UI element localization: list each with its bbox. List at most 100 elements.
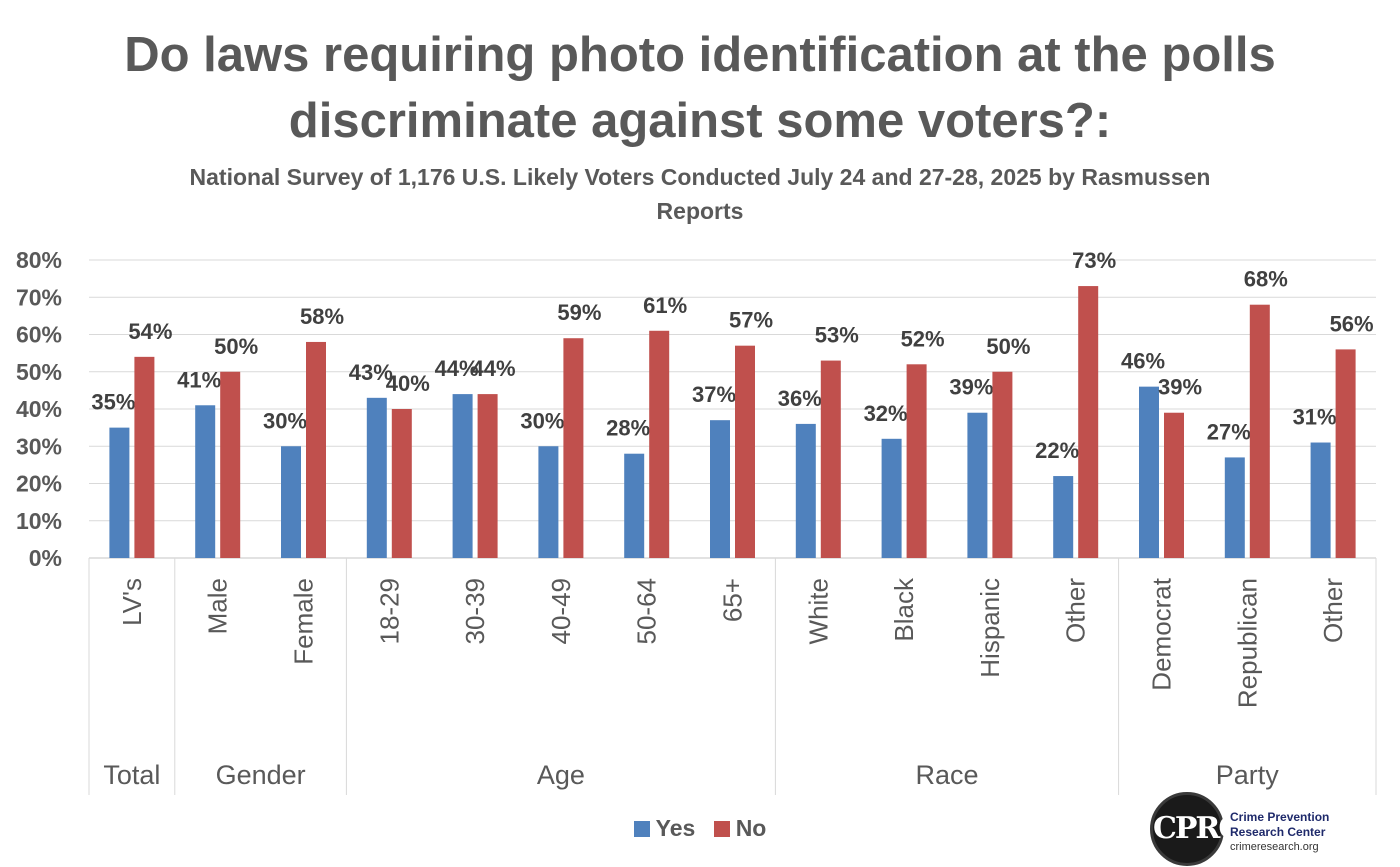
data-label-yes: 22% bbox=[1035, 438, 1079, 463]
legend-item-no: No bbox=[713, 815, 767, 842]
bar-yes bbox=[1139, 386, 1159, 558]
data-label-no: 59% bbox=[557, 300, 601, 325]
data-label-no: 44% bbox=[472, 356, 516, 381]
data-label-yes: 30% bbox=[520, 408, 564, 433]
category-label: 50-64 bbox=[632, 578, 662, 645]
cprc-logo-line2: Research Center bbox=[1230, 825, 1326, 839]
cprc-logo-line1: Crime Prevention bbox=[1230, 810, 1330, 824]
data-label-yes: 43% bbox=[349, 360, 393, 385]
bar-yes bbox=[967, 412, 988, 558]
bar-yes bbox=[538, 446, 559, 558]
bar-no bbox=[735, 345, 755, 558]
category-label: LV's bbox=[117, 578, 147, 626]
bar-no bbox=[1249, 304, 1270, 558]
bar-no bbox=[563, 338, 584, 558]
bar-yes bbox=[1310, 442, 1331, 558]
bar-yes bbox=[109, 427, 130, 558]
data-label-yes: 27% bbox=[1207, 419, 1251, 444]
bar-no bbox=[477, 394, 498, 558]
data-label-no: 54% bbox=[128, 319, 172, 344]
data-label-yes: 44% bbox=[435, 356, 479, 381]
y-tick-label: 50% bbox=[16, 359, 62, 385]
bar-no bbox=[649, 330, 670, 558]
legend-label-no: No bbox=[735, 815, 767, 841]
data-label-no: 40% bbox=[386, 371, 430, 396]
category-label: Other bbox=[1318, 578, 1348, 643]
legend-swatch-yes bbox=[633, 820, 650, 837]
legend: Yes No bbox=[0, 815, 1400, 843]
data-label-yes: 46% bbox=[1121, 349, 1165, 374]
data-label-no: 73% bbox=[1072, 248, 1116, 273]
bar-yes bbox=[281, 446, 301, 558]
data-label-yes: 36% bbox=[778, 386, 822, 411]
group-label: Party bbox=[1216, 760, 1280, 790]
y-tick-label: 70% bbox=[16, 284, 62, 310]
cprc-logo: CPRC Crime Prevention Research Center cr… bbox=[1150, 788, 1380, 867]
y-tick-label: 10% bbox=[16, 508, 62, 534]
group-label: Race bbox=[915, 760, 978, 790]
bar-no bbox=[134, 356, 155, 558]
cprc-logo-text: Crime Prevention Research Center crimere… bbox=[1230, 810, 1329, 855]
category-label: Hispanic bbox=[975, 578, 1005, 678]
bar-yes bbox=[452, 394, 473, 558]
category-label: 18-29 bbox=[374, 578, 404, 645]
data-label-yes: 32% bbox=[864, 401, 908, 426]
bar-yes bbox=[881, 438, 902, 558]
legend-item-yes: Yes bbox=[633, 815, 696, 842]
chart-title: Do laws requiring photo identification a… bbox=[124, 28, 1276, 148]
bar-no bbox=[1164, 412, 1184, 558]
y-tick-label: 80% bbox=[16, 247, 62, 273]
category-label: Male bbox=[203, 578, 233, 634]
data-label-no: 56% bbox=[1330, 311, 1374, 336]
bar-yes bbox=[624, 453, 645, 558]
group-label: Total bbox=[103, 760, 160, 790]
data-label-yes: 39% bbox=[949, 375, 993, 400]
y-tick-label: 60% bbox=[16, 322, 62, 348]
bar-yes bbox=[1053, 476, 1074, 558]
bar-yes bbox=[1224, 457, 1245, 558]
data-label-no: 68% bbox=[1244, 267, 1288, 292]
y-tick-label: 20% bbox=[16, 471, 62, 497]
data-label-no: 52% bbox=[901, 326, 945, 351]
y-tick-label: 30% bbox=[16, 433, 62, 459]
bar-no bbox=[906, 364, 927, 558]
data-label-no: 39% bbox=[1158, 375, 1202, 400]
data-label-no: 53% bbox=[815, 323, 859, 348]
data-label-no: 58% bbox=[300, 304, 344, 329]
data-label-yes: 37% bbox=[692, 382, 736, 407]
bar-no bbox=[220, 371, 241, 558]
bar-yes bbox=[366, 397, 387, 558]
category-label: 65+ bbox=[718, 578, 748, 622]
bar-yes bbox=[710, 420, 730, 558]
category-label: Democrat bbox=[1147, 577, 1177, 690]
group-label: Age bbox=[537, 760, 585, 790]
y-tick-label: 0% bbox=[29, 545, 62, 571]
category-label: Other bbox=[1061, 578, 1091, 643]
bar-no bbox=[1078, 286, 1099, 558]
data-label-yes: 31% bbox=[1293, 405, 1337, 430]
cprc-logo-url: crimeresearch.org bbox=[1230, 841, 1319, 853]
data-label-yes: 30% bbox=[263, 408, 307, 433]
y-tick-label: 40% bbox=[16, 396, 62, 422]
data-label-no: 57% bbox=[729, 308, 773, 333]
bar-no bbox=[992, 371, 1013, 558]
legend-label-yes: Yes bbox=[655, 815, 696, 841]
data-label-no: 50% bbox=[986, 334, 1030, 359]
data-label-no: 50% bbox=[214, 334, 258, 359]
category-label: Black bbox=[889, 577, 919, 642]
cprc-logo-emblem: CPRC bbox=[1150, 792, 1242, 866]
category-label: 30-39 bbox=[460, 578, 490, 645]
bar-yes bbox=[795, 423, 816, 558]
data-label-yes: 28% bbox=[606, 416, 650, 441]
category-label: Female bbox=[289, 578, 319, 665]
category-label: 40-49 bbox=[546, 578, 576, 645]
group-label: Gender bbox=[216, 760, 306, 790]
legend-swatch-no bbox=[713, 820, 730, 837]
bar-no bbox=[1335, 349, 1356, 558]
bar-yes bbox=[195, 405, 216, 558]
data-label-no: 61% bbox=[643, 293, 687, 318]
category-label: White bbox=[803, 578, 833, 644]
data-label-yes: 35% bbox=[91, 390, 135, 415]
category-label: Republican bbox=[1232, 578, 1262, 708]
